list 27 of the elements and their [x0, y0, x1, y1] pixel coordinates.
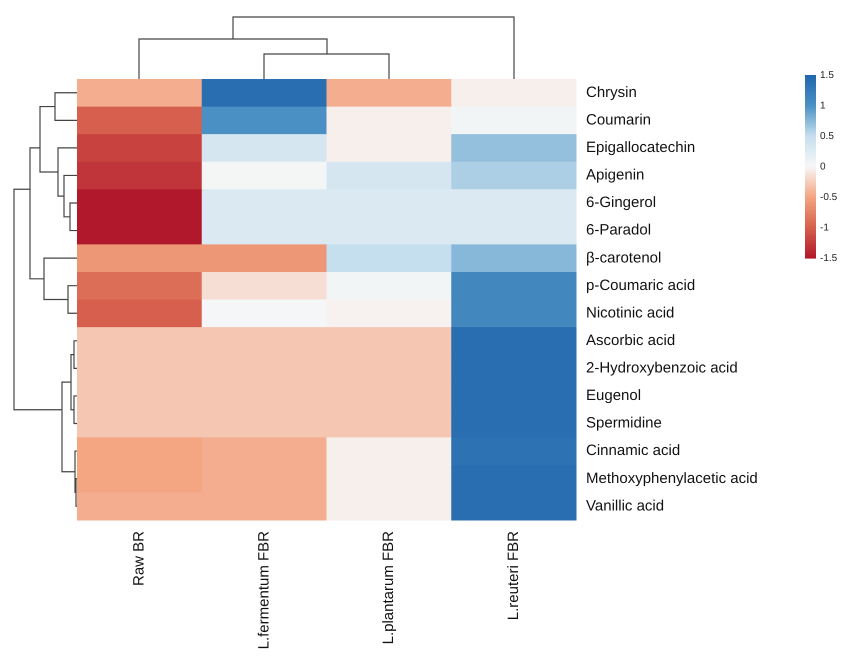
x-tick-label: L.reuteri FBR: [504, 530, 522, 620]
color-bar-label: 1: [820, 100, 826, 112]
color-bar-label: -0.5: [820, 192, 838, 203]
x-tick-label: L.plantarum FBR: [380, 530, 398, 644]
color-bar-label: -1: [820, 222, 830, 234]
y-tick-label: β-carotenol: [586, 249, 662, 266]
y-tick-label: Methoxyphenylacetic acid: [586, 470, 758, 487]
x-tick-label: L.fermentum FBR: [255, 530, 272, 650]
y-tick-label: Nicotinic acid: [586, 304, 674, 322]
y-tick-label: Apigenin: [586, 166, 644, 184]
y-tick-label: Ascorbic acid: [586, 332, 676, 349]
y-tick-label: 6-Paradol: [586, 222, 652, 239]
y-tick-label: Vanillic acid: [586, 497, 664, 514]
y-tick-label: Coumarin: [586, 111, 652, 128]
y-tick-label: Spermidine: [586, 414, 662, 432]
y-tick-label: Eugenol: [586, 387, 642, 404]
color-bar-label: 0: [820, 161, 826, 172]
y-tick-label: 6-Gingerol: [586, 194, 656, 212]
y-tick-label: Epigallocatechin: [586, 139, 696, 156]
y-tick-label: p-Coumaric acid: [586, 276, 696, 294]
y-tick-label: Chrysin: [586, 84, 637, 101]
y-tick-label: 2-Hydroxybenzoic acid: [586, 360, 738, 377]
color-bar-label: -1.5: [820, 252, 838, 264]
color-bar-label: 0.5: [820, 130, 834, 142]
color-bar-label: 1.5: [820, 70, 834, 81]
x-tick-label: Raw BR: [130, 530, 148, 586]
y-tick-label: Cinnamic acid: [586, 442, 680, 460]
